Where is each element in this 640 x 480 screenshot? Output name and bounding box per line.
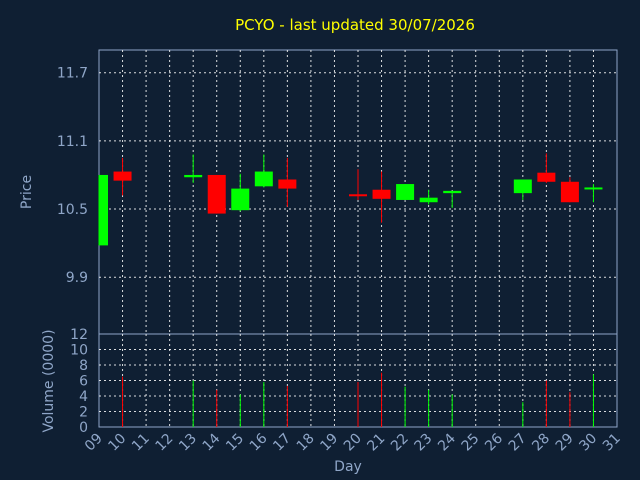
price-tick-label: 11.7 bbox=[57, 66, 88, 82]
day-tick-label: 22 bbox=[388, 431, 412, 455]
volume-tick-label: 8 bbox=[79, 358, 88, 374]
candle-body bbox=[278, 179, 297, 189]
day-tick-label: 28 bbox=[529, 431, 553, 455]
candle-body bbox=[349, 194, 367, 197]
day-tick-label: 27 bbox=[506, 431, 530, 455]
price-tick-label: 10.5 bbox=[57, 202, 88, 218]
candle-body bbox=[419, 197, 438, 203]
day-tick-label: 24 bbox=[435, 430, 459, 454]
x-axis-label: Day bbox=[334, 459, 362, 475]
price-tick-label: 9.9 bbox=[66, 270, 88, 286]
candle-body bbox=[207, 174, 226, 214]
volume-axis-label: Volume (0000) bbox=[41, 329, 57, 432]
day-tick-label: 10 bbox=[105, 431, 129, 455]
price-tick-label: 11.1 bbox=[57, 134, 88, 150]
day-tick-label: 30 bbox=[576, 431, 600, 455]
price-tick-labels: 9.9 10.5 11.1 11.7 bbox=[57, 66, 88, 286]
candle-body bbox=[372, 189, 391, 199]
day-tick-label: 29 bbox=[553, 431, 577, 455]
candle-body bbox=[99, 174, 108, 246]
day-tick-label: 19 bbox=[317, 431, 341, 455]
candle-body bbox=[560, 181, 579, 203]
candle-body bbox=[396, 184, 415, 200]
day-tick-label: 23 bbox=[412, 431, 436, 455]
volume-tick-label: 12 bbox=[70, 327, 88, 343]
volume-tick-label: 10 bbox=[70, 343, 88, 359]
candle-body bbox=[184, 174, 203, 178]
candle-body bbox=[113, 171, 132, 181]
day-tick-label: 15 bbox=[223, 431, 247, 455]
day-tick-label: 17 bbox=[270, 431, 294, 455]
day-tick-label: 21 bbox=[364, 431, 388, 455]
day-tick-label: 26 bbox=[482, 430, 506, 454]
day-tick-label: 31 bbox=[600, 431, 624, 455]
day-tick-label: 20 bbox=[341, 431, 365, 455]
candle-body bbox=[537, 172, 556, 182]
day-tick-label: 11 bbox=[129, 431, 153, 455]
candle-body bbox=[254, 171, 273, 187]
day-tick-label: 14 bbox=[200, 430, 224, 454]
candle-body bbox=[443, 190, 462, 194]
volume-tick-label: 4 bbox=[79, 389, 88, 405]
day-tick-label: 16 bbox=[247, 430, 271, 454]
price-axis-label: Price bbox=[19, 175, 35, 209]
candle-body bbox=[231, 188, 250, 211]
volume-tick-label: 2 bbox=[79, 405, 88, 421]
day-tick-label: 18 bbox=[294, 431, 318, 455]
day-tick-label: 12 bbox=[153, 431, 177, 455]
grid-lines bbox=[99, 50, 617, 427]
candle-body bbox=[584, 187, 603, 190]
day-tick-labels: 09 10 11 12 13 14 15 16 17 18 19 20 21 22 23 24 25 26 27 28… bbox=[82, 430, 624, 454]
candle-body bbox=[513, 179, 532, 194]
candlesticks bbox=[98, 153, 603, 246]
day-tick-label: 25 bbox=[459, 431, 483, 455]
day-tick-label: 13 bbox=[176, 431, 200, 455]
volume-bars bbox=[122, 372, 594, 427]
volume-tick-label: 6 bbox=[79, 374, 88, 390]
chart-title: PCYO - last updated 30/07/2026 bbox=[235, 16, 475, 34]
volume-tick-label: 0 bbox=[79, 420, 88, 436]
